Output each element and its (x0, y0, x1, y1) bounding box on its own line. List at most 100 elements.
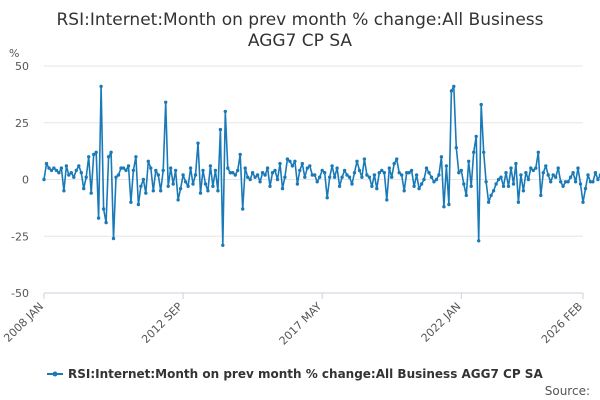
data-point[interactable] (278, 161, 282, 166)
data-point[interactable] (238, 152, 242, 157)
data-point[interactable] (491, 189, 496, 193)
data-point[interactable] (94, 150, 98, 154)
data-point[interactable] (141, 177, 146, 182)
data-point[interactable] (345, 173, 349, 177)
data-point[interactable] (159, 189, 163, 193)
data-point[interactable] (422, 177, 426, 182)
data-point[interactable] (300, 161, 304, 166)
data-point[interactable] (62, 189, 66, 193)
data-point[interactable] (424, 166, 429, 170)
data-point[interactable] (459, 168, 463, 173)
data-point[interactable] (504, 171, 508, 175)
data-point[interactable] (534, 166, 538, 170)
data-point[interactable] (479, 102, 483, 107)
data-point[interactable] (499, 175, 503, 179)
data-point[interactable] (119, 166, 123, 170)
data-point[interactable] (467, 159, 471, 163)
data-point[interactable] (573, 180, 578, 184)
data-point[interactable] (559, 180, 563, 184)
data-point[interactable] (246, 175, 250, 179)
data-point[interactable] (472, 150, 476, 154)
data-point[interactable] (236, 168, 240, 173)
data-point[interactable] (541, 171, 545, 175)
data-point[interactable] (253, 175, 257, 179)
data-point[interactable] (588, 180, 593, 184)
data-point[interactable] (96, 216, 101, 220)
data-point[interactable] (375, 186, 379, 191)
data-point[interactable] (511, 182, 516, 186)
data-point[interactable] (457, 171, 461, 175)
data-point[interactable] (47, 166, 51, 170)
data-point[interactable] (409, 168, 414, 173)
data-point[interactable] (196, 141, 200, 145)
data-point[interactable] (335, 166, 339, 170)
data-point[interactable] (412, 184, 416, 188)
data-point[interactable] (437, 173, 441, 177)
data-point[interactable] (432, 180, 436, 184)
data-point[interactable] (116, 173, 121, 177)
data-point[interactable] (486, 200, 491, 204)
data-point[interactable] (131, 168, 136, 173)
data-point[interactable] (265, 166, 270, 170)
data-point[interactable] (583, 186, 588, 191)
data-point[interactable] (72, 175, 76, 179)
data-point[interactable] (44, 161, 49, 166)
data-point[interactable] (318, 175, 322, 179)
data-point[interactable] (496, 177, 501, 182)
data-point[interactable] (566, 180, 570, 184)
data-point[interactable] (156, 173, 160, 177)
data-point[interactable] (288, 159, 292, 163)
data-point[interactable] (298, 168, 302, 173)
data-point[interactable] (136, 202, 141, 207)
data-point[interactable] (92, 152, 96, 157)
data-point[interactable] (87, 155, 91, 159)
data-point[interactable] (114, 175, 118, 179)
data-point[interactable] (280, 186, 285, 191)
data-point[interactable] (524, 171, 528, 175)
data-point[interactable] (544, 164, 548, 168)
data-point[interactable] (526, 177, 531, 182)
data-point[interactable] (231, 171, 235, 175)
data-point[interactable] (293, 159, 297, 163)
data-point[interactable] (561, 184, 565, 188)
data-point[interactable] (578, 182, 583, 186)
data-point[interactable] (474, 134, 478, 139)
data-point[interactable] (208, 164, 213, 168)
data-point[interactable] (551, 173, 555, 177)
data-point[interactable] (129, 200, 133, 204)
data-point[interactable] (367, 175, 372, 179)
data-point[interactable] (519, 173, 523, 177)
data-point[interactable] (198, 191, 203, 195)
data-point[interactable] (181, 173, 185, 177)
data-point[interactable] (325, 196, 329, 200)
data-point[interactable] (332, 175, 337, 179)
data-point[interactable] (151, 189, 155, 193)
data-point[interactable] (233, 173, 237, 177)
data-point[interactable] (449, 89, 454, 93)
data-point[interactable] (193, 173, 198, 177)
legend[interactable]: RSI:Internet:Month on prev month % chang… (47, 367, 543, 381)
data-point[interactable] (303, 175, 307, 179)
data-point[interactable] (283, 175, 287, 179)
data-point[interactable] (482, 150, 486, 154)
data-point[interactable] (101, 207, 106, 211)
legend-item-label[interactable]: RSI:Internet:Month on prev month % chang… (68, 367, 543, 381)
data-point[interactable] (161, 168, 165, 173)
data-point[interactable] (260, 171, 265, 175)
data-point[interactable] (484, 180, 488, 184)
data-point[interactable] (203, 182, 208, 186)
data-point[interactable] (360, 175, 364, 179)
data-point[interactable] (516, 200, 521, 204)
data-point[interactable] (149, 166, 153, 170)
data-point[interactable] (387, 166, 391, 170)
data-point[interactable] (134, 155, 138, 159)
data-point[interactable] (268, 184, 272, 188)
data-point[interactable] (462, 182, 466, 186)
data-point[interactable] (82, 186, 86, 191)
data-point[interactable] (417, 186, 421, 191)
data-point[interactable] (350, 182, 354, 186)
data-point[interactable] (164, 100, 168, 105)
data-point[interactable] (59, 166, 64, 170)
data-point[interactable] (64, 164, 69, 168)
data-point[interactable] (347, 175, 352, 179)
